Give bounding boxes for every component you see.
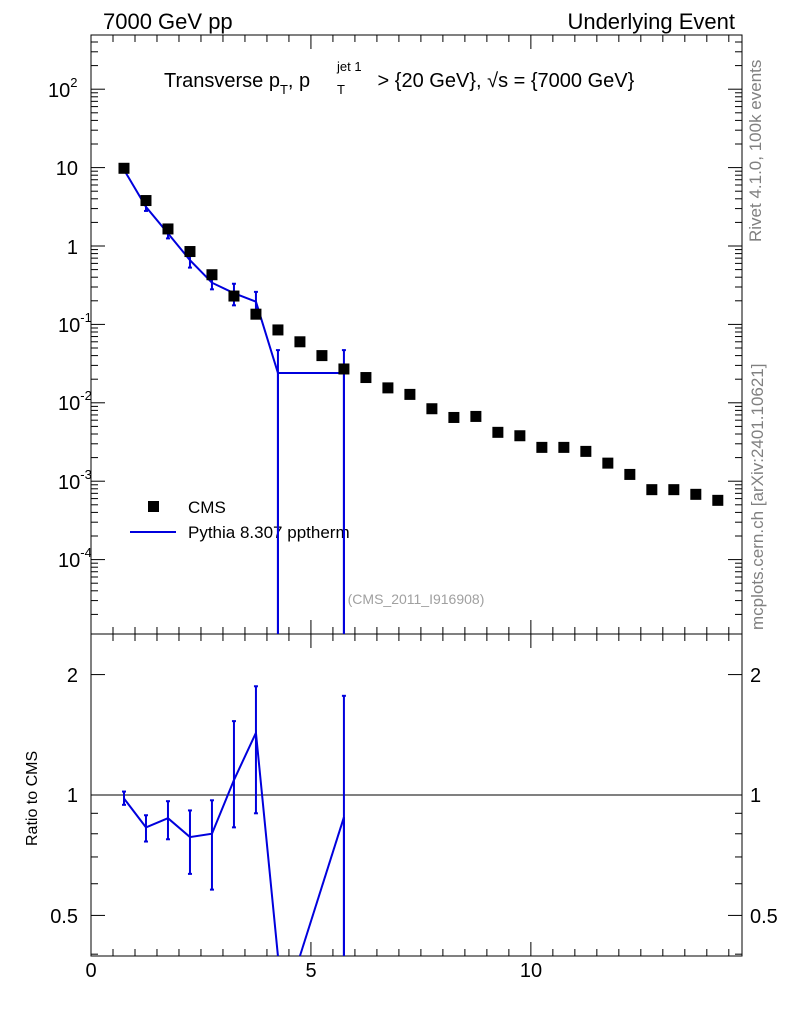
cms-data-point bbox=[558, 441, 570, 453]
title-sub-1: T bbox=[280, 82, 288, 97]
title-rest: > {20 GeV}, √s = {7000 GeV} bbox=[372, 70, 635, 92]
cms-data-point bbox=[250, 308, 262, 320]
ratio-y-tick-label-2: 2 bbox=[67, 665, 78, 687]
cms-data-point bbox=[690, 488, 702, 500]
cms-data-point bbox=[206, 269, 218, 281]
y-tick-label-10: 10 bbox=[56, 158, 78, 180]
y-tick-label-1e-4: 10-4 bbox=[58, 545, 92, 572]
cms-data-point bbox=[272, 324, 284, 336]
cms-data-point bbox=[448, 411, 460, 423]
x-tick-label-5: 5 bbox=[305, 960, 316, 982]
pythia-ratio-line bbox=[123, 729, 279, 957]
y-tick-label-1e-1: 10-1 bbox=[58, 310, 92, 337]
cms-data-point bbox=[162, 223, 174, 235]
y-tick-label-1e-2: 10-2 bbox=[58, 388, 92, 415]
ratio-y-tick-label-0.5: 0.5 bbox=[50, 906, 78, 928]
ratio-y-tick-label-1: 1 bbox=[67, 785, 78, 807]
analysis-watermark: (CMS_2011_I916908) bbox=[348, 591, 485, 607]
side-label-upper: Rivet 4.1.0, 100k events bbox=[746, 60, 765, 242]
ratio-y-tick-label-0.5-right: 0.5 bbox=[750, 906, 778, 928]
cms-data-point bbox=[470, 410, 482, 422]
cms-data-point bbox=[602, 457, 614, 469]
cms-data-point bbox=[382, 382, 394, 394]
ratio-y-axis-label: Ratio to CMS bbox=[24, 751, 41, 846]
title-sub-2: T bbox=[337, 82, 345, 97]
cms-data-point bbox=[624, 468, 636, 480]
cms-series-markers bbox=[118, 162, 724, 506]
legend: CMS Pythia 8.307 pptherm bbox=[130, 498, 350, 542]
header-right: Underlying Event bbox=[567, 9, 735, 34]
y-tick-label-1: 1 bbox=[67, 237, 78, 259]
cms-data-point bbox=[646, 484, 658, 496]
axis-ticks bbox=[90, 35, 742, 956]
legend-cms-label: CMS bbox=[188, 498, 226, 517]
cms-data-point bbox=[140, 195, 152, 207]
cms-data-point bbox=[118, 162, 130, 174]
cms-data-point bbox=[536, 441, 548, 453]
cms-data-point bbox=[360, 372, 372, 384]
cms-data-point bbox=[712, 494, 724, 506]
pythia-series-main bbox=[121, 167, 346, 634]
cms-data-point bbox=[492, 426, 504, 438]
header-left: 7000 GeV pp bbox=[103, 9, 233, 34]
y-tick-label-1e-3: 10-3 bbox=[58, 467, 92, 494]
pythia-ratio-line-tail bbox=[298, 816, 345, 957]
cms-data-point bbox=[184, 246, 196, 258]
ratio-y-tick-label-2-right: 2 bbox=[750, 665, 761, 687]
side-label-lower: mcplots.cern.ch [arXiv:2401.10621] bbox=[748, 364, 767, 630]
cms-data-point bbox=[426, 403, 438, 415]
title-mid: , p bbox=[288, 70, 310, 92]
x-tick-label-0: 0 bbox=[85, 960, 96, 982]
title-prefix: Transverse p bbox=[164, 70, 280, 92]
pythia-ratio-series bbox=[121, 685, 346, 957]
cms-data-point bbox=[580, 445, 592, 457]
x-tick-label-10: 10 bbox=[520, 960, 542, 982]
cms-data-point bbox=[294, 336, 306, 348]
pythia-line bbox=[123, 169, 345, 634]
cms-data-point bbox=[338, 363, 350, 375]
cms-data-point bbox=[316, 350, 328, 362]
ratio-y-tick-label-1-right: 1 bbox=[750, 785, 761, 807]
y-tick-label-1e2: 102 bbox=[48, 75, 77, 102]
main-y-tick-labels: 10-4 10-3 10-2 10-1 1 10 102 bbox=[48, 75, 92, 572]
main-panel-frame bbox=[90, 34, 743, 635]
cms-data-point bbox=[404, 388, 416, 400]
cms-data-point bbox=[228, 290, 240, 302]
title-sup: jet 1 bbox=[336, 59, 362, 74]
cms-data-point bbox=[514, 430, 526, 442]
cms-data-point bbox=[668, 484, 680, 496]
legend-pythia-label: Pythia 8.307 pptherm bbox=[188, 523, 350, 542]
legend-cms-marker bbox=[148, 501, 159, 512]
